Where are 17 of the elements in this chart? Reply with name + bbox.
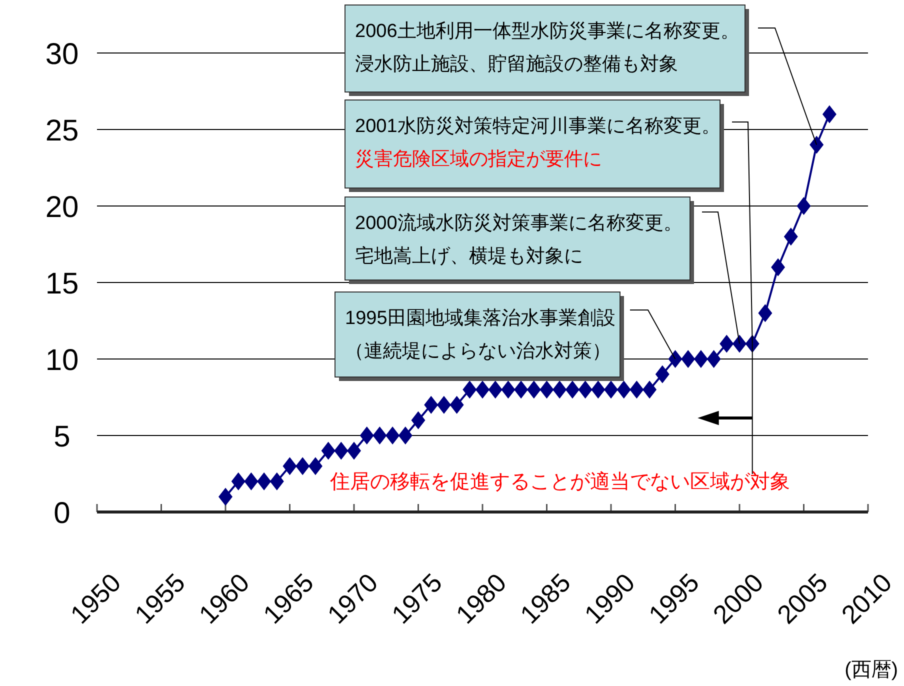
annotation: 宅地嵩上げ、横堤も対象に [355, 245, 583, 267]
y-tick-label: 10 [45, 344, 79, 377]
x-axis-title: (西暦) [844, 659, 898, 681]
annotation: 浸水防止施設、貯留施設の整備も対象 [355, 53, 678, 75]
y-tick-label: 20 [45, 191, 79, 224]
y-tick-label: 30 [45, 38, 79, 71]
annotation: 住居の移転を促進することが適当でない区域が対象 [329, 471, 790, 493]
annotation: 災害危険区域の指定が要件に [355, 148, 602, 170]
y-tick-label: 15 [45, 268, 79, 300]
annotation: 2000流域水防災対策事業に名称変更。 [355, 212, 682, 234]
annotation: （連続堤によらない治水対策） [345, 340, 611, 362]
annotation: 1995田園地域集落治水事業創設 [345, 308, 616, 329]
annotation: 2006土地利用一体型水防災事業に名称変更。 [355, 20, 740, 42]
y-tick-label: 5 [54, 420, 70, 454]
y-tick-label: 0 [54, 497, 70, 530]
y-tick-label: 25 [45, 114, 79, 148]
annotation: 2001水防災対策特定河川事業に名称変更。 [355, 115, 720, 137]
